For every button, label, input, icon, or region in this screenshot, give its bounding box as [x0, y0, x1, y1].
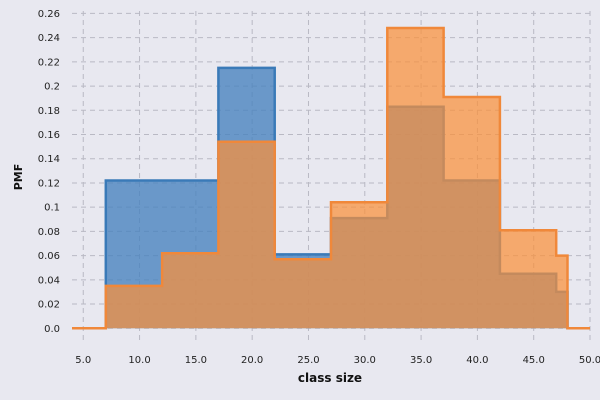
- x-tick-label: 5.0: [75, 355, 91, 366]
- y-tick-label: 0.22: [38, 57, 60, 68]
- x-tick-label: 10.0: [128, 355, 150, 366]
- y-axis-label: PMF: [12, 164, 25, 191]
- y-tick-label: 0.18: [38, 106, 60, 117]
- y-tick-label: 0.0: [44, 324, 60, 335]
- y-ticks: 0.0 0.02 0.04 0.06 0.08 0.1 0.12 0.14 0.16 0.18 0.…: [38, 9, 60, 335]
- y-tick-label: 0.1: [44, 203, 60, 214]
- x-tick-label: 50.0: [579, 355, 600, 366]
- series-layer: [72, 26, 590, 330]
- x-tick-label: 25.0: [297, 355, 319, 366]
- x-tick-label: 20.0: [241, 355, 263, 366]
- x-axis-label: class size: [298, 371, 362, 385]
- y-tick-label: 0.08: [38, 227, 60, 238]
- y-tick-label: 0.24: [38, 33, 60, 44]
- x-tick-label: 15.0: [185, 355, 207, 366]
- x-tick-label: 35.0: [410, 355, 432, 366]
- y-tick-label: 0.16: [38, 130, 60, 141]
- y-tick-label: 0.14: [38, 154, 60, 165]
- x-tick-label: 30.0: [354, 355, 376, 366]
- x-ticks: 5.0 10.0 15.0 20.0 25.0 30.0 35.0 40.0 45.0 50.0: [75, 355, 600, 366]
- y-tick-label: 0.02: [38, 300, 60, 311]
- x-tick-label: 40.0: [466, 355, 488, 366]
- series-2-line: [72, 26, 590, 330]
- y-tick-label: 0.26: [38, 9, 60, 20]
- y-tick-label: 0.12: [38, 178, 60, 189]
- y-tick-label: 0.06: [38, 251, 60, 262]
- y-tick-label: 0.2: [44, 82, 60, 93]
- x-tick-label: 45.0: [523, 355, 545, 366]
- y-tick-label: 0.04: [38, 275, 60, 286]
